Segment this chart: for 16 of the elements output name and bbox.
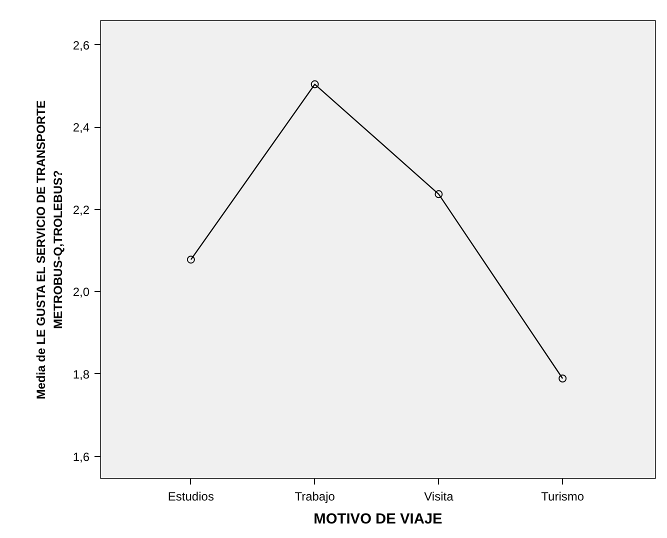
x-tick-label: Turismo <box>541 490 584 504</box>
y-axis-title: Media de LE GUSTA EL SERVICIO DE TRANSPORTE METROBUS-Q,TROLEBUS? <box>34 100 65 400</box>
x-tick-label: Trabajo <box>294 490 336 504</box>
point <box>310 80 319 88</box>
y-tick-label: 2,6 <box>72 38 90 52</box>
y-tick-label: 2,0 <box>72 285 90 300</box>
x-tick-label: Visita <box>424 490 454 504</box>
y-tick-label: 2,4 <box>72 120 90 135</box>
point <box>558 374 567 382</box>
x-tick-label: Estudios <box>168 490 214 504</box>
y-tick-label: 1,8 <box>72 367 90 382</box>
x-axis-title: MOTIVO DE VIAJE <box>314 512 443 528</box>
y-tick-label: 1,6 <box>72 450 90 464</box>
y-tick-label: 2,2 <box>72 202 90 217</box>
point <box>186 256 195 264</box>
point <box>434 190 443 198</box>
